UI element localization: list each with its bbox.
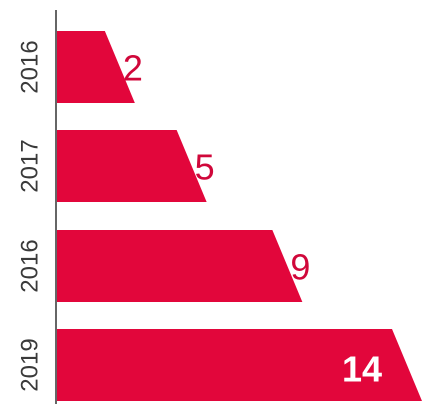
bar-2 <box>57 130 207 202</box>
year-label-2: 2017 <box>17 139 44 192</box>
year-label-3: 2016 <box>17 239 44 292</box>
year-label-4: 2019 <box>17 338 44 391</box>
bar-3 <box>57 230 303 302</box>
value-label-2: 5 <box>195 147 215 188</box>
bar-1 <box>57 31 135 103</box>
bar-4 <box>57 329 422 401</box>
year-labels-group: 2016 2017 2016 2019 <box>17 40 44 391</box>
value-label-3: 9 <box>290 247 310 288</box>
value-labels-group: 2 5 9 14 <box>123 48 382 390</box>
value-label-4: 14 <box>342 349 382 390</box>
value-label-1: 2 <box>123 48 143 89</box>
bars-group <box>57 31 422 401</box>
year-label-1: 2016 <box>17 40 44 93</box>
